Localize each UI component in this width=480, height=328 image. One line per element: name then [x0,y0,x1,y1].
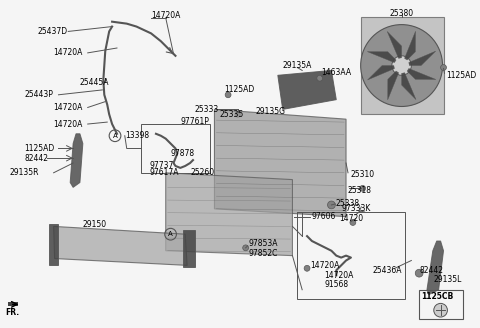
Polygon shape [407,69,436,79]
Text: 29135R: 29135R [10,168,39,177]
Bar [297,212,405,299]
Circle shape [317,75,323,81]
Polygon shape [402,73,416,100]
Text: 97737: 97737 [149,161,173,171]
Polygon shape [388,71,399,100]
Circle shape [415,269,423,277]
Circle shape [392,56,411,75]
Text: A: A [113,133,118,139]
Polygon shape [278,71,336,110]
Text: 91568: 91568 [324,280,349,289]
Polygon shape [427,241,444,295]
Text: 29135A: 29135A [283,61,312,70]
Text: 29150: 29150 [83,220,107,229]
Text: 97617A: 97617A [149,168,179,177]
Text: 25318: 25318 [347,186,371,195]
Text: 25260: 25260 [190,168,214,177]
Text: A: A [168,231,173,237]
Text: FR.: FR. [5,308,19,317]
Polygon shape [70,134,83,187]
Circle shape [350,219,356,225]
Bar [141,124,210,173]
Text: 14720A: 14720A [54,119,83,129]
Polygon shape [387,31,402,58]
Circle shape [441,65,446,71]
Circle shape [360,25,443,107]
Text: 25310: 25310 [351,170,375,179]
Text: 1125AD: 1125AD [446,71,477,80]
Text: 25380: 25380 [390,10,414,18]
Text: 25445A: 25445A [80,78,109,87]
Polygon shape [166,173,292,256]
Text: 25436A: 25436A [372,266,402,275]
Bar [360,17,444,114]
Text: 1125AD: 1125AD [224,85,254,94]
Polygon shape [367,51,396,63]
Text: 14720A: 14720A [54,103,83,112]
Text: 82442: 82442 [419,266,443,275]
Text: 14720A: 14720A [310,261,339,270]
Text: 82442: 82442 [24,154,48,163]
Polygon shape [409,51,436,66]
Text: 14720A: 14720A [54,48,83,57]
Bar [183,230,195,267]
Text: 25437D: 25437D [37,27,67,36]
Text: 1463AA: 1463AA [322,68,352,77]
Polygon shape [8,302,18,306]
Text: 1125AD: 1125AD [24,144,55,153]
Circle shape [225,92,231,98]
Text: 13398: 13398 [125,131,149,140]
Text: 97852C: 97852C [249,249,278,258]
Text: 25333: 25333 [195,105,219,114]
Text: 97606: 97606 [312,212,336,221]
Text: 25443P: 25443P [24,90,53,99]
Text: 29135L: 29135L [434,276,462,284]
Text: 97761P: 97761P [180,117,209,126]
Polygon shape [54,226,187,265]
Text: 14720: 14720 [339,214,363,223]
Text: 29135G: 29135G [255,107,286,116]
Bar [49,224,59,265]
Circle shape [434,303,447,317]
Polygon shape [215,110,346,216]
Text: 97333K: 97333K [341,204,371,213]
Circle shape [304,265,310,271]
Text: 14720A: 14720A [324,271,354,280]
Polygon shape [405,31,416,60]
Text: 14720A: 14720A [151,11,180,20]
Text: 1125CB: 1125CB [421,292,453,301]
Polygon shape [368,66,395,80]
Circle shape [360,185,366,191]
Text: 25335: 25335 [219,110,243,119]
Bar [419,290,463,319]
Text: 97853A: 97853A [249,239,278,248]
Text: 25338: 25338 [336,199,360,209]
Circle shape [327,201,336,209]
Text: 97878: 97878 [170,149,195,158]
Circle shape [235,112,241,117]
Circle shape [243,245,249,251]
